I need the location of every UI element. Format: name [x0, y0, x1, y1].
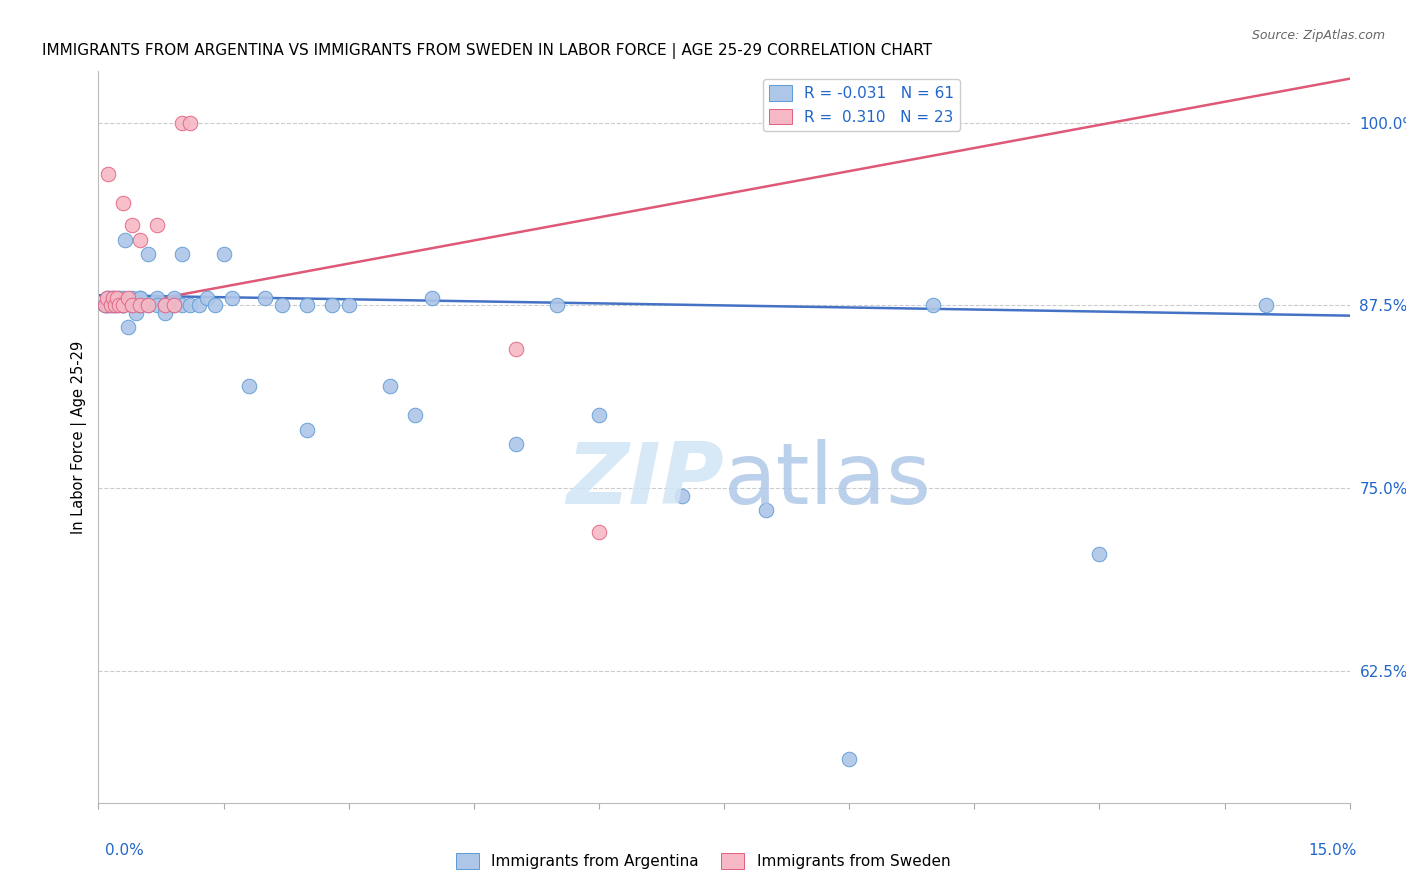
Point: [179, 115, 201, 129]
Point: [121, 298, 143, 312]
Point: [129, 298, 152, 312]
Point: [138, 298, 160, 312]
Point: [100, 291, 122, 305]
Point: [295, 423, 318, 437]
Point: [121, 291, 143, 305]
Point: [170, 298, 193, 312]
Point: [588, 408, 610, 422]
Point: [321, 298, 343, 312]
Point: [271, 298, 294, 312]
Point: [96, 291, 118, 305]
Point: [105, 291, 128, 305]
Point: [179, 298, 201, 312]
Point: [404, 408, 426, 422]
Text: 15.0%: 15.0%: [1309, 843, 1357, 858]
Text: Source: ZipAtlas.com: Source: ZipAtlas.com: [1251, 29, 1385, 42]
Point: [129, 291, 152, 305]
Point: [121, 218, 143, 232]
Point: [238, 379, 260, 393]
Point: [125, 306, 148, 320]
Point: [112, 291, 135, 305]
Point: [146, 298, 169, 312]
Point: [588, 525, 610, 540]
Point: [103, 291, 125, 305]
Point: [112, 298, 135, 312]
Point: [138, 298, 160, 312]
Point: [380, 379, 402, 393]
Point: [98, 291, 121, 305]
Point: [221, 291, 243, 305]
Point: [505, 343, 527, 357]
Point: [104, 298, 127, 312]
Point: [94, 298, 117, 312]
Point: [129, 291, 152, 305]
Point: [546, 298, 568, 312]
Point: [96, 298, 118, 312]
Point: [921, 298, 943, 312]
Point: [1256, 298, 1278, 312]
Point: [138, 247, 160, 261]
Legend: Immigrants from Argentina, Immigrants from Sweden: Immigrants from Argentina, Immigrants fr…: [450, 847, 956, 875]
Point: [122, 298, 145, 312]
Point: [117, 320, 139, 334]
Point: [103, 298, 125, 312]
Point: [170, 247, 193, 261]
Point: [94, 298, 117, 312]
Point: [129, 298, 152, 312]
Text: atlas: atlas: [724, 440, 932, 523]
Point: [117, 291, 139, 305]
Point: [96, 291, 118, 305]
Point: [204, 298, 226, 312]
Point: [100, 298, 122, 312]
Point: [295, 298, 318, 312]
Point: [97, 167, 120, 181]
Point: [755, 503, 778, 517]
Point: [505, 437, 527, 451]
Point: [187, 298, 209, 312]
Point: [94, 298, 117, 312]
Point: [105, 298, 128, 312]
Point: [671, 489, 693, 503]
Point: [162, 298, 184, 312]
Point: [170, 115, 193, 129]
Text: ZIP: ZIP: [567, 440, 724, 523]
Text: 0.0%: 0.0%: [105, 843, 145, 858]
Point: [337, 298, 360, 312]
Point: [129, 233, 152, 247]
Text: IMMIGRANTS FROM ARGENTINA VS IMMIGRANTS FROM SWEDEN IN LABOR FORCE | AGE 25-29 C: IMMIGRANTS FROM ARGENTINA VS IMMIGRANTS …: [42, 43, 932, 59]
Point: [108, 298, 131, 312]
Point: [420, 291, 443, 305]
Y-axis label: In Labor Force | Age 25-29: In Labor Force | Age 25-29: [72, 341, 87, 533]
Point: [112, 196, 135, 211]
Legend: R = -0.031   N = 61, R =  0.310   N = 23: R = -0.031 N = 61, R = 0.310 N = 23: [763, 79, 960, 131]
Point: [153, 306, 176, 320]
Point: [195, 291, 218, 305]
Point: [104, 291, 127, 305]
Point: [97, 298, 120, 312]
Point: [838, 752, 860, 766]
Point: [111, 298, 134, 312]
Point: [212, 247, 235, 261]
Point: [153, 298, 176, 312]
Point: [153, 298, 176, 312]
Point: [121, 298, 143, 312]
Point: [112, 298, 135, 312]
Point: [108, 291, 131, 305]
Point: [100, 298, 122, 312]
Point: [162, 298, 184, 312]
Point: [146, 291, 169, 305]
Point: [112, 298, 135, 312]
Point: [254, 291, 277, 305]
Point: [1088, 547, 1111, 561]
Point: [162, 291, 184, 305]
Point: [104, 298, 127, 312]
Point: [114, 233, 136, 247]
Point: [146, 218, 169, 232]
